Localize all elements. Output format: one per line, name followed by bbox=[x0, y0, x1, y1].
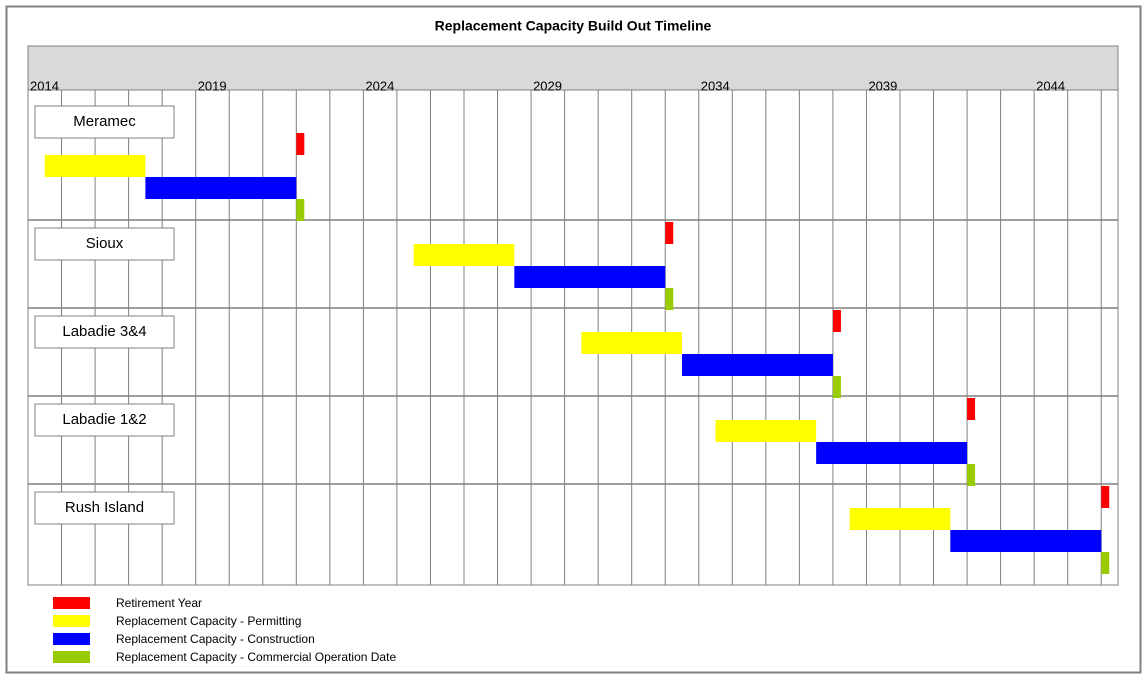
plot-area bbox=[27, 89, 1119, 586]
legend-swatch bbox=[53, 633, 90, 645]
milestone bbox=[967, 398, 976, 420]
x-tick-label: 2044 bbox=[1036, 78, 1065, 93]
x-tick-label: 2024 bbox=[365, 78, 394, 93]
legend-swatch bbox=[53, 651, 90, 663]
bar bbox=[145, 177, 297, 199]
category-box bbox=[34, 227, 175, 261]
milestone bbox=[296, 199, 305, 221]
legend-swatch bbox=[53, 597, 90, 609]
header-band bbox=[27, 45, 1119, 91]
chart-title: Replacement Capacity Build Out Timeline bbox=[435, 18, 712, 34]
x-tick-label: 2019 bbox=[198, 78, 227, 93]
milestone bbox=[665, 222, 674, 244]
milestone bbox=[296, 133, 305, 155]
milestone bbox=[1101, 552, 1110, 574]
category-label: Rush Island bbox=[65, 499, 144, 516]
milestone bbox=[967, 464, 976, 486]
bar bbox=[413, 244, 515, 266]
category-label: Meramec bbox=[73, 113, 136, 130]
milestone bbox=[1101, 486, 1110, 508]
category-box bbox=[34, 491, 175, 525]
category-label: Labadie 1&2 bbox=[62, 411, 146, 428]
bar bbox=[715, 420, 817, 442]
bar bbox=[816, 442, 968, 464]
category-label: Labadie 3&4 bbox=[62, 323, 146, 340]
bar bbox=[581, 332, 682, 354]
legend-label: Replacement Capacity - Permitting bbox=[116, 614, 301, 628]
legend-label: Retirement Year bbox=[116, 596, 202, 610]
milestone bbox=[832, 310, 841, 332]
x-tick-label: 2039 bbox=[868, 78, 897, 93]
x-tick-label: 2014 bbox=[30, 78, 59, 93]
x-tick-label: 2034 bbox=[701, 78, 730, 93]
milestone bbox=[665, 288, 674, 310]
bar bbox=[950, 530, 1102, 552]
legend-swatch bbox=[53, 615, 90, 627]
milestone bbox=[832, 376, 841, 398]
bar bbox=[849, 508, 951, 530]
category-label: Sioux bbox=[86, 235, 124, 252]
bar bbox=[682, 354, 833, 376]
category-box bbox=[34, 403, 175, 437]
legend-label: Replacement Capacity - Commercial Operat… bbox=[116, 650, 396, 664]
category-box bbox=[34, 315, 175, 349]
x-tick-label: 2029 bbox=[533, 78, 562, 93]
bar bbox=[514, 266, 666, 288]
legend-label: Replacement Capacity - Construction bbox=[116, 632, 315, 646]
bar bbox=[44, 155, 146, 177]
category-box bbox=[34, 105, 175, 139]
